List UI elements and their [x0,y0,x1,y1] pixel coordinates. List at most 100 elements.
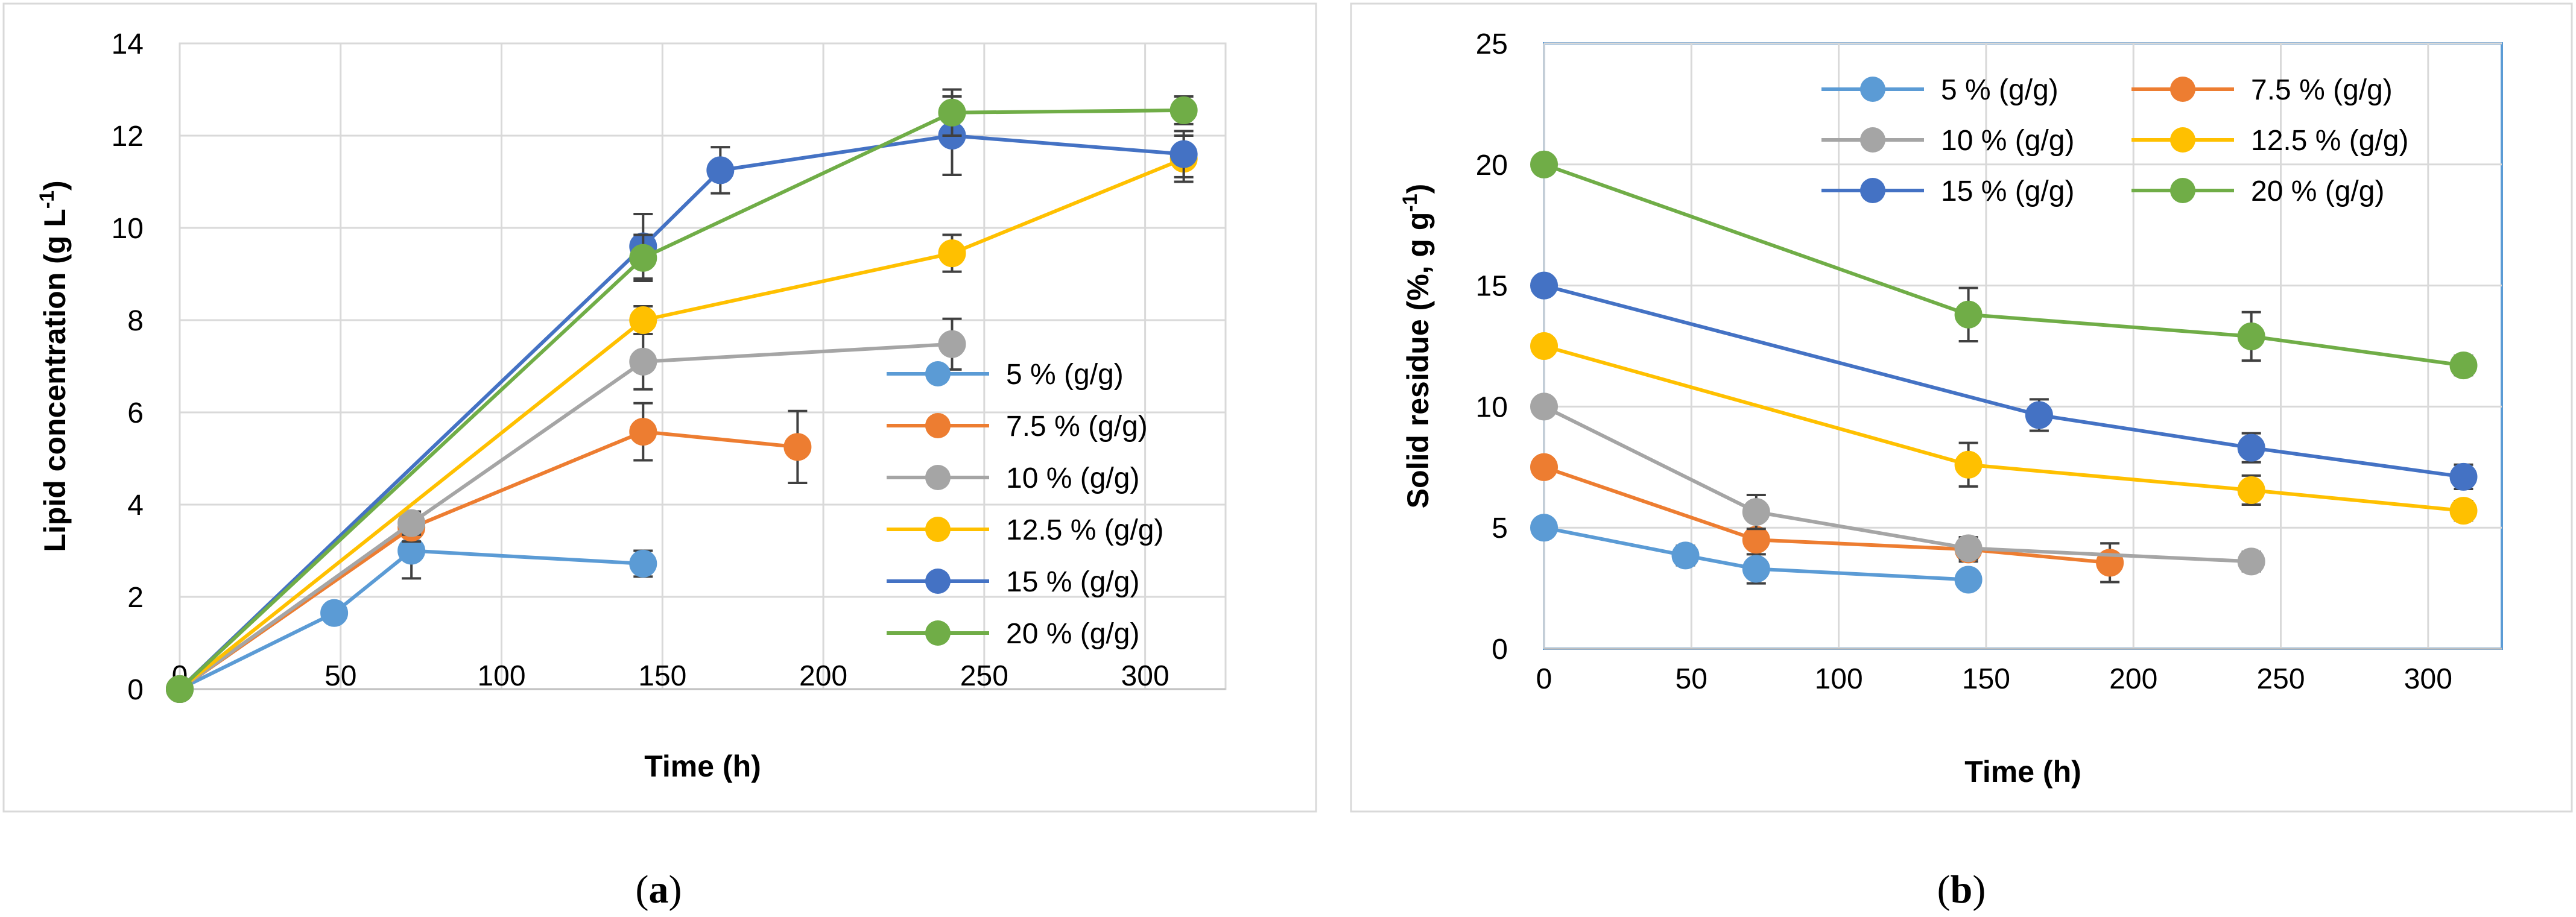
data-point [1530,392,1558,421]
y-axis-title-main: Lipid concentration (g L [38,209,72,552]
legend-swatch-marker [925,620,951,646]
series-6 [166,88,1198,703]
data-point [629,549,657,578]
x-tick-label: 200 [2109,663,2157,695]
legend: 5 % (g/g) 7.5 % (g/g) 10 % (g/g) 12.5 % (g/… [887,359,1163,650]
series-line [1543,405,2252,564]
series-line [178,108,1184,691]
y-tick-label: 2 [127,582,144,614]
legend-item: 5 % (g/g) [887,359,1124,391]
y-tick-label: 20 [1476,150,1508,181]
data-point [1742,526,1770,554]
y-tick-label: 0 [127,674,144,706]
legend-swatch-marker [925,413,951,438]
y-tick-label: 5 [1492,512,1508,544]
legend-label: 7.5 % (g/g) [2251,74,2393,106]
chart-panel-a: 05010015020025030002468101214Time (h)Lip… [2,2,1317,912]
x-tick-label: 150 [1962,663,2010,695]
series-1 [1530,514,1983,594]
y-tick-label: 6 [127,397,144,429]
data-point [1530,332,1558,360]
y-axis-title: Solid residue (%, g g-1) [1399,184,1435,509]
data-point [938,239,966,268]
data-point [1954,450,1983,479]
y-tick-label: 25 [1476,28,1508,60]
data-point [166,675,194,703]
data-point [2449,462,2478,491]
data-point [1954,566,1983,594]
y-tick-label: 8 [127,305,144,337]
data-point [1169,96,1198,124]
data-point [2449,351,2478,380]
legend-item: 15 % (g/g) [1821,175,2074,207]
x-tick-label: 50 [324,660,356,692]
y-axis-title-superscript: -1 [1399,194,1422,212]
data-point [1954,300,1983,329]
legend-swatch-marker [2170,178,2195,203]
y-tick-label: 15 [1476,271,1508,303]
panel-label: (a) [636,868,682,912]
legend-label: 15 % (g/g) [1006,566,1139,598]
legend-swatch-marker [2170,77,2195,102]
legend-item: 12.5 % (g/g) [2131,125,2408,157]
legend-label: 10 % (g/g) [1006,462,1139,494]
data-point [629,347,657,376]
series-4 [1530,332,2478,525]
legend-swatch-marker [925,361,951,386]
legend-item: 20 % (g/g) [887,618,1139,650]
series-line [179,430,798,691]
data-point [1671,541,1700,570]
legend-label: 10 % (g/g) [1941,125,2074,157]
panel-label-close: ) [669,868,682,912]
legend-swatch-marker [925,569,951,594]
data-point [2449,497,2478,525]
series-6 [1530,150,2478,380]
legend-label: 7.5 % (g/g) [1006,411,1148,443]
chart-panel-b: 0 50 100 150 200 250 300 0 5 10 15 20 25 Time (h) Soli… [1350,2,2573,912]
data-point [397,509,426,537]
panel-label-open: ( [1937,868,1951,912]
y-tick-label: 4 [127,490,144,522]
panel-label-letter: a [649,868,669,912]
data-point [629,306,657,334]
data-point [1530,150,1558,178]
x-tick-label: 50 [1676,663,1707,695]
y-tick-label: 10 [1476,391,1508,423]
x-tick-label: 300 [1121,660,1169,692]
legend-item: 10 % (g/g) [1821,125,2074,157]
x-axis-title: Time (h) [1964,755,2081,789]
data-point [2237,476,2265,504]
y-axis-title-main: Solid residue (%, g g [1401,212,1435,509]
data-point [706,156,735,184]
data-point [1954,534,1983,562]
legend-item: 7.5 % (g/g) [887,411,1148,443]
legend-swatch-marker [2170,127,2195,153]
data-point [1530,514,1558,542]
series-line [1543,162,2464,368]
data-point [1530,453,1558,481]
series-line [1543,526,1969,582]
legend-item: 5 % (g/g) [1821,74,2059,106]
y-axis-title-close: ) [38,180,72,191]
legend-label: 5 % (g/g) [1941,74,2059,106]
series-line [1543,465,2110,565]
data-point [938,98,966,127]
y-axis-title-close: ) [1401,184,1435,194]
data-point [629,418,657,446]
y-tick-label: 10 [112,213,144,245]
panel-label-close: ) [1972,868,1986,912]
x-axis-title: Time (h) [644,749,761,783]
series-line [1543,344,2464,513]
data-point [2025,401,2053,429]
legend-swatch-marker [925,517,951,542]
legend-swatch-marker [1860,178,1885,203]
x-tick-label: 100 [1815,663,1863,695]
y-tick-label: 0 [1492,634,1508,666]
x-tick-label: 250 [960,660,1008,692]
data-point [2237,433,2265,462]
legend-swatch-marker [1860,127,1885,153]
data-point [1169,140,1198,168]
series-line [1543,283,2464,479]
legend-label: 20 % (g/g) [1006,618,1139,650]
